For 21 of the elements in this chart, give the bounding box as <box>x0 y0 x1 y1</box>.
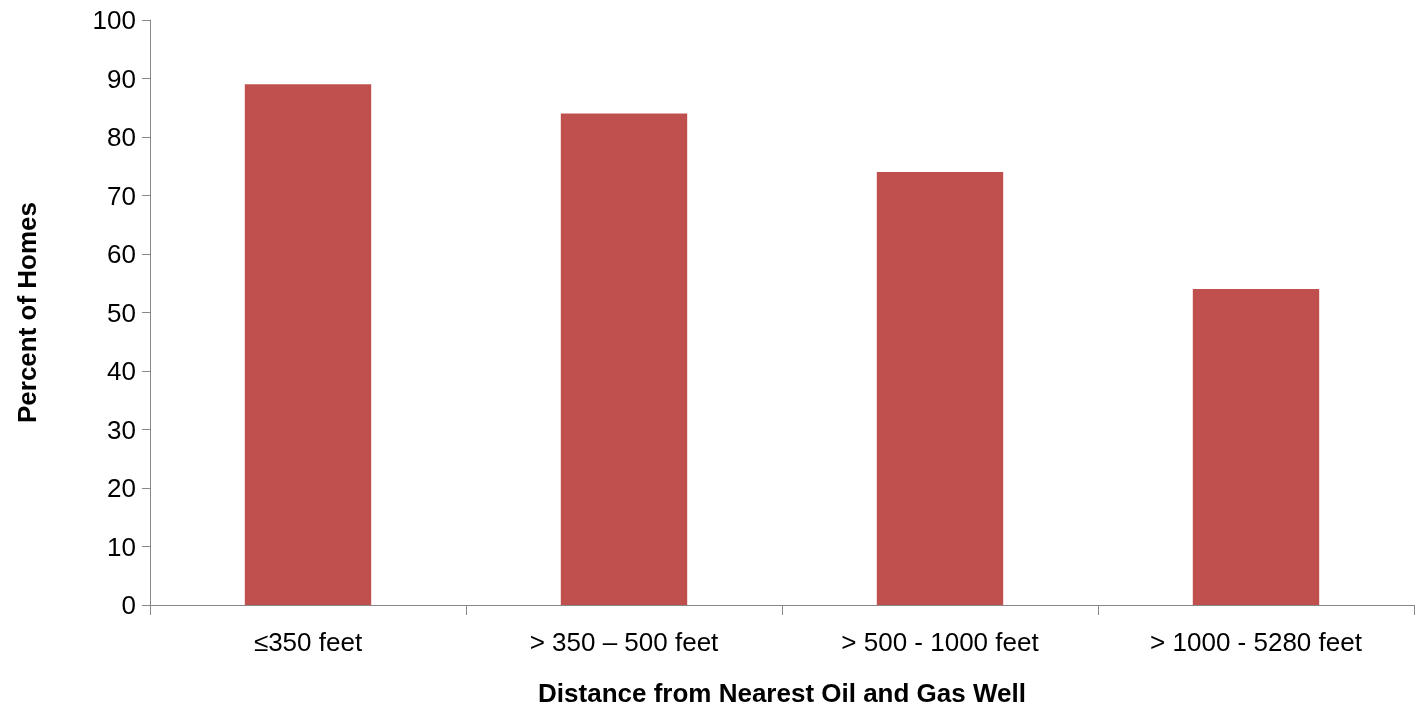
y-tick-label: 10 <box>107 531 136 562</box>
y-tick-label: 70 <box>107 180 136 211</box>
bar <box>244 84 372 605</box>
y-axis-title: Percent of Homes <box>12 201 42 424</box>
y-tick-label: 100 <box>92 5 136 35</box>
y-tick-label: 50 <box>107 297 136 328</box>
bar <box>560 113 688 605</box>
y-tick-label: 90 <box>107 63 136 94</box>
y-tick-label: 80 <box>107 122 136 152</box>
y-tick-label: 20 <box>107 473 136 503</box>
bar <box>876 172 1004 605</box>
y-tick-label: 0 <box>121 590 136 620</box>
x-axis-title: Distance from Nearest Oil and Gas Well <box>538 678 1026 708</box>
y-tick-label: 40 <box>107 356 136 386</box>
x-tick-label: ≤350 feet <box>253 627 363 657</box>
x-tick-label: > 1000 - 5280 feet <box>1150 627 1363 657</box>
x-tick-label: > 350 – 500 feet <box>529 627 720 657</box>
x-tick-label: > 500 - 1000 feet <box>841 627 1040 657</box>
y-tick-label: 60 <box>107 239 136 269</box>
bar <box>1192 289 1320 605</box>
y-tick-label: 30 <box>107 414 136 445</box>
